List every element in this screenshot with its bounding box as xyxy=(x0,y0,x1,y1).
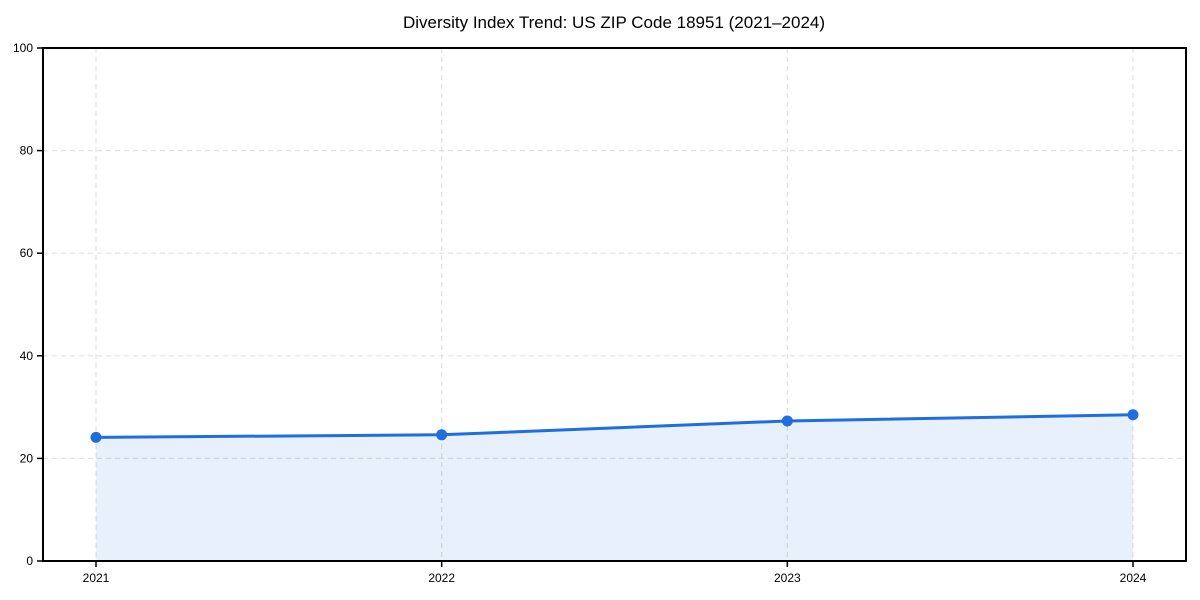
axis-tick-labels: 0 20 40 60 80 100 2021 2022 2023 2024 xyxy=(13,41,1147,585)
area-fill-path xyxy=(96,414,1133,561)
y-tick-label: 20 xyxy=(20,451,34,465)
data-point-markers xyxy=(90,409,1139,443)
trend-line xyxy=(94,413,1135,439)
x-tick-label: 2023 xyxy=(774,571,801,585)
plot-frame xyxy=(42,47,1187,562)
x-tick-label: 2021 xyxy=(83,571,110,585)
x-tick-label: 2024 xyxy=(1120,571,1147,585)
y-tick-label: 40 xyxy=(20,349,34,363)
data-point-marker xyxy=(1127,409,1139,421)
y-tick-label: 60 xyxy=(20,246,34,260)
axis-ticks xyxy=(37,47,1134,567)
data-point-marker xyxy=(781,415,793,427)
y-tick-label: 100 xyxy=(13,41,33,55)
area-fill xyxy=(96,414,1133,561)
x-tick-label: 2022 xyxy=(428,571,455,585)
trend-line-path xyxy=(94,413,1135,439)
y-tick-label: 0 xyxy=(26,554,33,568)
y-tick-label: 80 xyxy=(20,144,34,158)
data-point-marker xyxy=(436,429,448,441)
data-point-marker xyxy=(90,431,102,443)
chart-title: Diversity Index Trend: US ZIP Code 18951… xyxy=(403,13,825,32)
axes-frame xyxy=(42,47,1187,562)
